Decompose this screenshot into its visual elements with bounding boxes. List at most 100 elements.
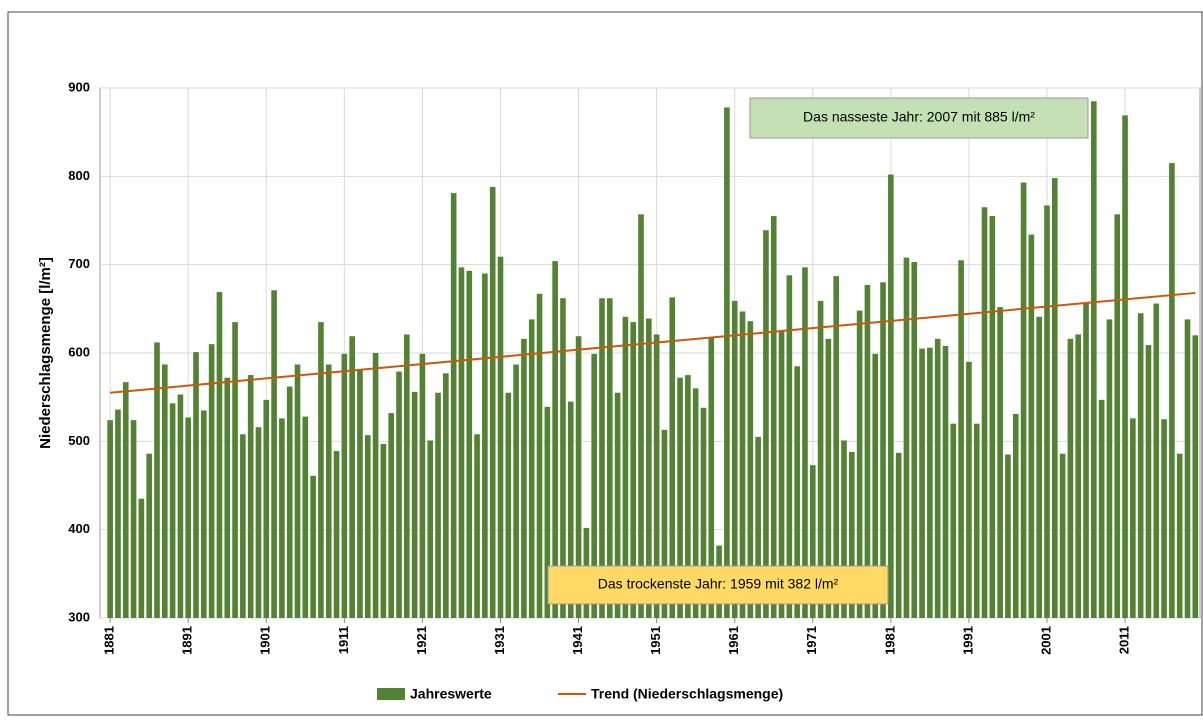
bar [802,267,808,618]
bar [927,347,933,618]
bar [1091,101,1097,618]
bar [1184,319,1191,618]
x-tick-label: 1981 [882,626,897,655]
bar [482,273,488,618]
y-tick-label: 600 [68,344,90,359]
bar [349,336,355,618]
bar [294,364,301,618]
bar [1036,316,1042,618]
bar [427,440,434,618]
bar [989,216,996,619]
bar [567,401,574,618]
y-tick-label: 400 [68,521,90,536]
bar [404,334,410,618]
bar [122,382,129,618]
bar [489,186,496,618]
bar [786,275,793,618]
bar [622,316,629,618]
x-tick-label: 1901 [258,626,273,655]
bar [692,388,699,618]
bar [1192,335,1199,618]
bar [138,498,145,618]
bar [903,257,910,618]
bar [1106,319,1113,618]
bar [185,417,192,618]
x-tick-label: 1971 [804,626,819,655]
y-tick-label: 500 [68,433,90,448]
bar [731,300,738,618]
x-tick-label: 1991 [960,626,975,655]
bar [208,344,215,618]
bar [1059,453,1066,618]
bar [240,434,246,618]
bar [396,371,402,618]
bar [1067,338,1074,618]
bar [146,453,152,618]
bar [255,427,262,618]
bar [1098,399,1105,618]
bar [497,256,504,618]
y-tick-label: 900 [68,79,90,94]
bar [606,298,613,618]
bar [591,353,597,618]
bar [1130,418,1136,618]
bar [1020,182,1027,618]
bar [794,366,800,618]
x-tick-label: 1911 [336,626,351,654]
bar [950,423,957,618]
bar [372,353,379,618]
bar [770,216,777,619]
bar [263,399,270,618]
x-tick-label: 1961 [726,626,741,655]
bar [739,311,746,618]
bar [942,345,949,618]
y-axis-label: Niederschlagsmenge [l/m²] [37,257,54,449]
legend-swatch [377,688,405,700]
bar [318,322,324,618]
bar [107,420,113,618]
bar [466,270,473,618]
bar [763,230,769,618]
legend-label: Jahreswerte [410,686,492,702]
bar [677,377,683,618]
annotation-box [547,565,889,605]
bar [232,322,238,618]
bar [895,452,902,618]
bar [841,440,847,618]
bar [1169,163,1175,619]
bar [872,353,879,618]
bar [310,475,316,618]
bar [325,364,332,618]
bar [411,391,418,618]
annotation-text: Das nasseste Jahr: 2007 mit 885 l/m² [803,109,1035,125]
bar [380,443,387,618]
bar [653,334,660,618]
bar [700,407,707,618]
bar [708,337,715,618]
bar [279,418,285,618]
bar [724,107,730,618]
bar [450,193,457,618]
bar [224,377,231,618]
bar [778,330,785,618]
bar [1044,205,1050,618]
bar [661,429,668,618]
legend-label: Trend (Niederschlagsmenge) [591,686,783,702]
bar [1122,115,1128,618]
x-tick-label: 1951 [648,626,663,655]
bar [630,322,637,618]
x-tick-label: 1921 [414,626,429,655]
bar [1145,345,1152,618]
bar [216,292,223,618]
bar [333,451,340,618]
bar [997,307,1003,618]
bar [271,290,277,618]
bar [1028,234,1035,618]
x-tick-label: 2001 [1038,626,1053,655]
y-tick-label: 800 [68,168,90,183]
bar [177,394,184,618]
x-tick-label: 1931 [492,626,507,655]
bar [419,353,426,618]
bar [958,260,964,618]
